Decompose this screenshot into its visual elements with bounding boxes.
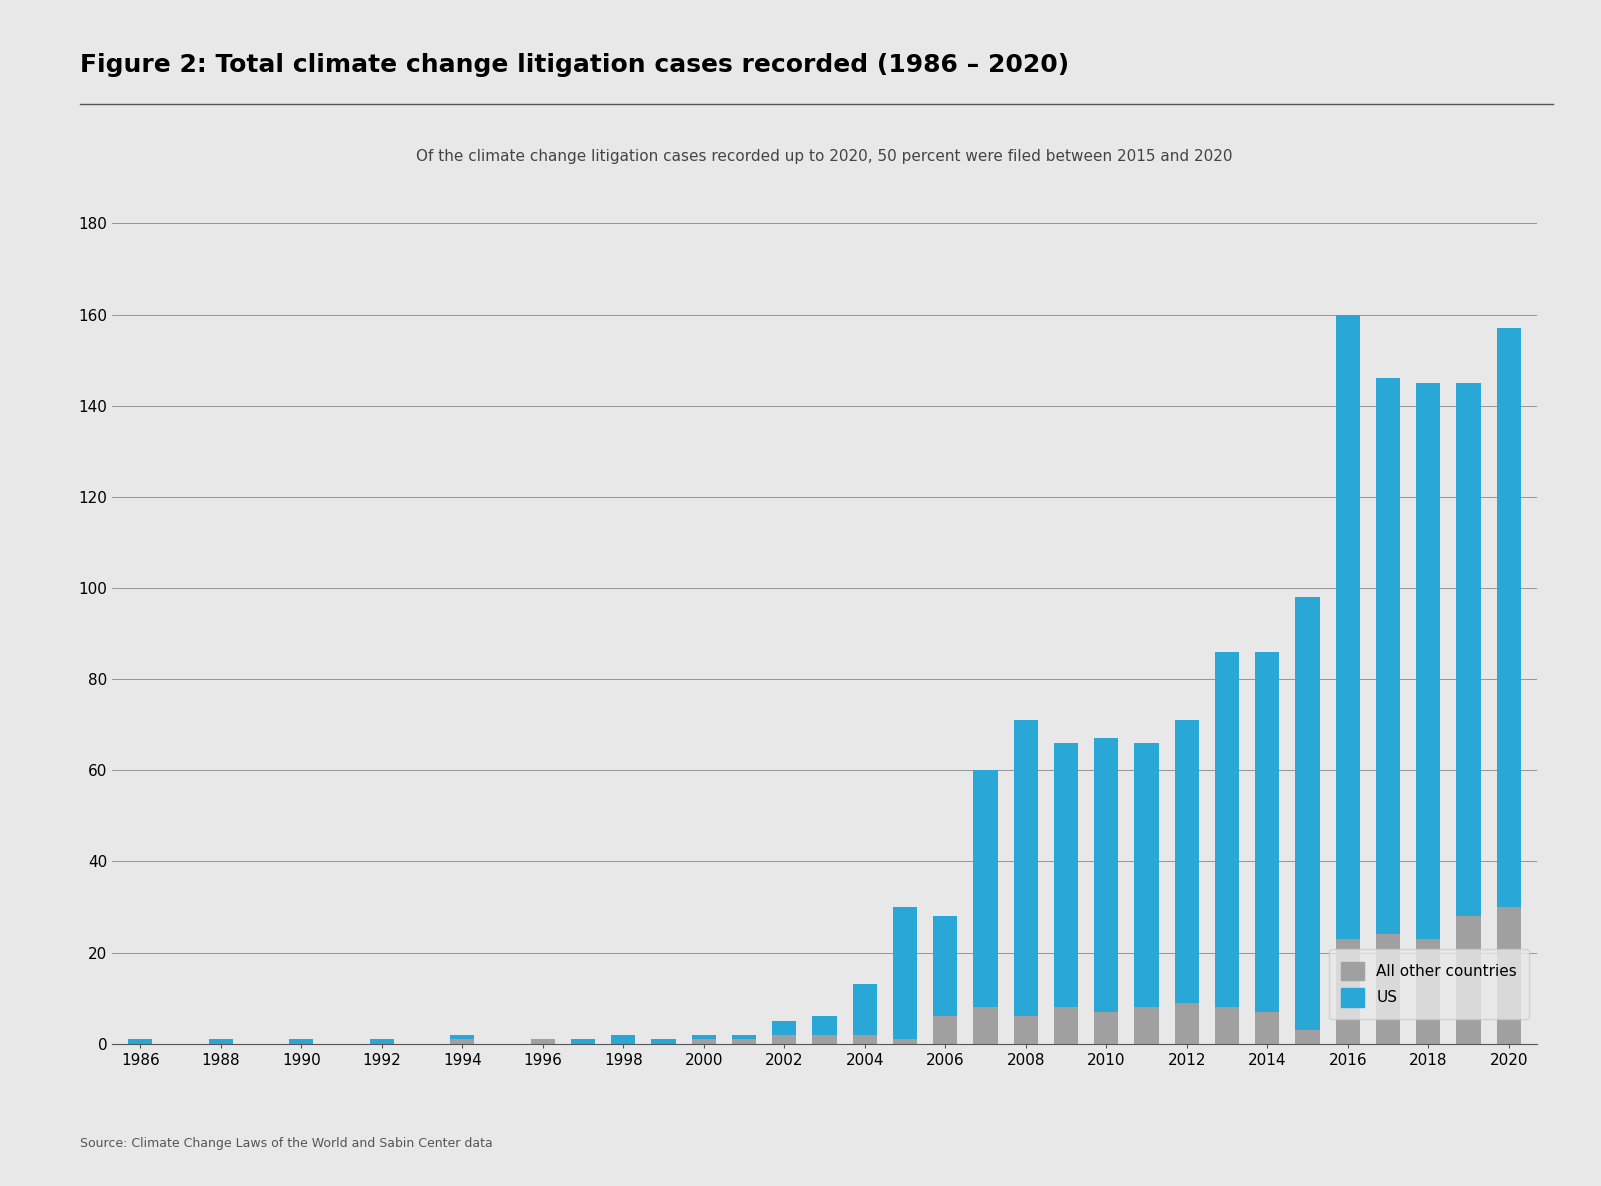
Bar [893,907,917,1039]
Bar [1135,1007,1159,1044]
Bar [1497,329,1521,907]
Bar [1013,1016,1037,1044]
Bar [1417,383,1441,939]
Bar [853,1034,877,1044]
Bar [772,1034,796,1044]
Bar [1013,720,1037,1016]
Bar [1497,907,1521,1044]
Bar [1375,935,1401,1044]
Bar [1335,314,1359,939]
Bar [530,1039,556,1044]
Bar [290,1039,314,1044]
Bar [692,1034,716,1039]
Bar [1175,1002,1199,1044]
Text: Source: Climate Change Laws of the World and Sabin Center data: Source: Climate Change Laws of the World… [80,1137,493,1150]
Bar [1135,742,1159,1007]
Bar [933,916,957,1016]
Bar [973,770,997,1007]
Bar [1255,1012,1279,1044]
Bar [1375,378,1401,935]
Bar [1053,1007,1077,1044]
Bar [732,1039,756,1044]
Bar [208,1039,232,1044]
Bar [572,1039,596,1044]
Bar [772,1021,796,1034]
Bar [128,1039,152,1044]
Bar [1335,939,1359,1044]
Bar [812,1034,837,1044]
Bar [812,1016,837,1034]
Bar [1255,652,1279,1012]
Bar [652,1039,676,1044]
Bar [1093,739,1119,1012]
Title: Of the climate change litigation cases recorded up to 2020, 50 percent were file: Of the climate change litigation cases r… [416,149,1233,164]
Bar [1417,939,1441,1044]
Bar [933,1016,957,1044]
Bar [1175,720,1199,1002]
Bar [1215,1007,1239,1044]
Bar [1053,742,1077,1007]
Bar [893,1039,917,1044]
Bar [853,984,877,1034]
Bar [450,1034,474,1039]
Bar [612,1034,636,1044]
Bar [1295,597,1319,1029]
Bar [732,1034,756,1039]
Bar [370,1039,394,1044]
Bar [450,1039,474,1044]
Bar [1457,383,1481,916]
Bar [1215,652,1239,1007]
Bar [1093,1012,1119,1044]
Bar [1295,1029,1319,1044]
Legend: All other countries, US: All other countries, US [1329,949,1529,1019]
Bar [1457,916,1481,1044]
Bar [692,1039,716,1044]
Text: Figure 2: Total climate change litigation cases recorded (1986 – 2020): Figure 2: Total climate change litigatio… [80,53,1069,77]
Bar [973,1007,997,1044]
